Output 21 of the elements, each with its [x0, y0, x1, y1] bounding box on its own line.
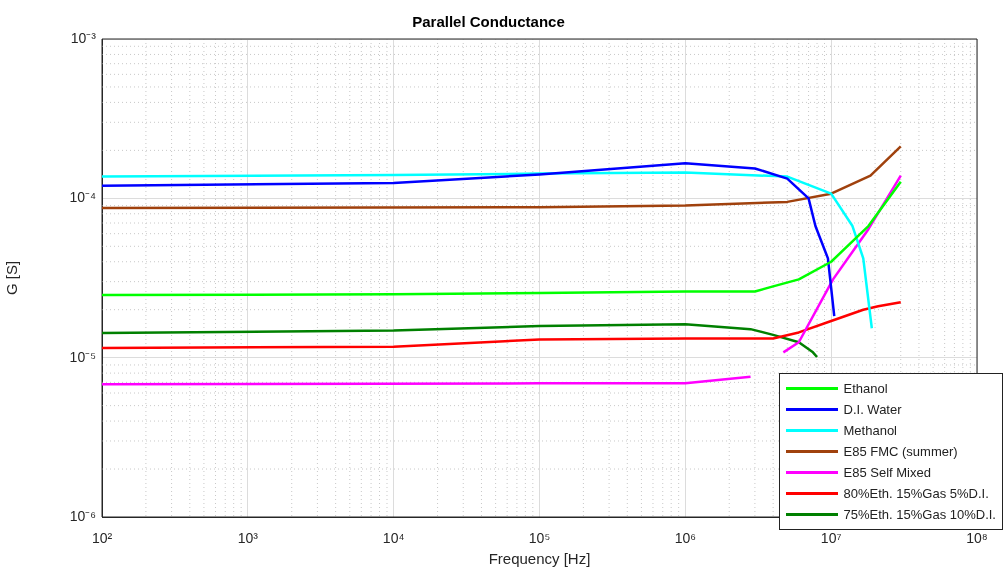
x-tick-label: 10⁷: [820, 530, 842, 547]
y-tick-label: 10⁻⁶: [69, 507, 96, 524]
x-tick-label: 10⁶: [674, 530, 697, 547]
x-tick-label: 10³: [237, 530, 259, 547]
y-tick-label: 10⁻⁵: [69, 348, 96, 365]
legend-label: E85 Self Mixed: [843, 465, 931, 480]
x-tick-label: 10²: [91, 530, 113, 547]
y-tick-label: 10⁻³: [70, 29, 97, 46]
legend-label: 75%Eth. 15%Gas 10%D.I.: [843, 507, 996, 522]
legend-label: D.I. Water: [843, 402, 902, 417]
y-axis-title: G [S]: [3, 260, 21, 296]
legend-label: E85 FMC (summer): [843, 444, 958, 459]
x-tick-label: 10⁵: [528, 530, 551, 547]
legend-label: 80%Eth. 15%Gas 5%D.I.: [843, 486, 989, 501]
legend-label: Ethanol: [843, 381, 888, 396]
chart-title: Parallel Conductance: [412, 13, 565, 31]
legend-label: Methanol: [843, 423, 897, 438]
x-tick-label: 10⁸: [966, 530, 988, 547]
x-axis-title: Frequency [Hz]: [488, 550, 591, 568]
x-tick-label: 10⁴: [382, 530, 405, 547]
y-tick-label: 10⁻⁴: [69, 189, 96, 206]
